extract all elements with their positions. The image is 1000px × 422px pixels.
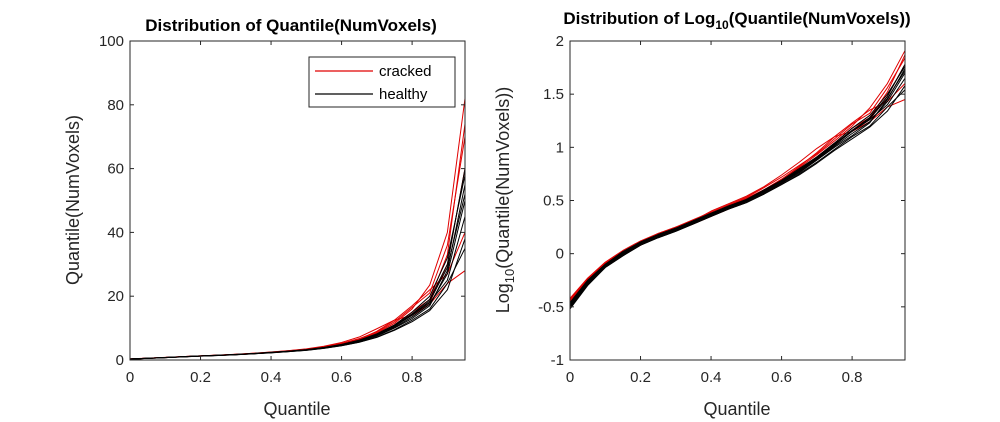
x-tick-label: 0.6 [771, 369, 792, 386]
x-axis-label: Quantile [263, 399, 330, 419]
series-line-cracked-5 [129, 136, 466, 360]
y-tick-label: 80 [107, 97, 124, 114]
x-axis-label: Quantile [703, 399, 770, 419]
series-line-healthy-13 [569, 70, 906, 306]
series-line-cracked-4 [569, 64, 906, 307]
series-line-healthy-9 [569, 64, 906, 304]
x-axis: 0 0.2 0.4 0.6 0.8 [566, 41, 863, 386]
series-line-cracked-2 [569, 83, 906, 302]
series-line-healthy-11 [569, 66, 906, 303]
chart-left: Distribution of Quantile(NumVoxels) 0 0.2… [63, 16, 466, 419]
chart-title: Distribution of Log10(Quantile(NumVoxels… [563, 9, 910, 32]
y-tick-label: -1 [551, 352, 564, 369]
y-tick-label: 20 [107, 288, 124, 305]
series-line-healthy-13 [129, 194, 466, 360]
x-tick-label: 0.8 [402, 369, 423, 386]
legend-label-healthy: healthy [379, 86, 428, 103]
legend-label-cracked: cracked [379, 63, 432, 80]
legend-box [308, 56, 456, 108]
series-group [129, 98, 466, 360]
y-tick-label: 2 [556, 33, 564, 50]
title-part-pre: Distribution of Log [563, 9, 715, 28]
series-group [569, 50, 906, 310]
x-tick-label: 0.2 [190, 369, 211, 386]
x-tick-label: 0.4 [701, 369, 722, 386]
y-tick-label: 100 [99, 33, 124, 50]
y-axis: -1 -0.5 0 0.5 1 1.5 2 [538, 33, 905, 369]
y-axis-label: Log10(Quantile(NumVoxels)) [493, 87, 517, 314]
x-tick-label: 0 [126, 369, 134, 386]
series-line-healthy-12 [129, 238, 466, 360]
series-line-healthy-6 [129, 184, 466, 360]
x-tick-label: 0 [566, 369, 574, 386]
series-line-cracked-1 [569, 54, 906, 303]
y-tick-label: 40 [107, 224, 124, 241]
series-line-cracked-5 [569, 57, 906, 299]
plot-box [129, 40, 466, 361]
x-tick-label: 0.8 [842, 369, 863, 386]
series-line-healthy-10 [569, 72, 906, 307]
legend: cracked healthy [308, 56, 456, 108]
x-tick-label: 0.2 [630, 369, 651, 386]
series-line-cracked-1 [129, 123, 466, 360]
series-line-healthy-7 [129, 216, 466, 360]
title-part-sub: 10 [715, 18, 729, 32]
series-line-cracked-4 [129, 168, 466, 360]
series-line-healthy-6 [569, 68, 906, 308]
series-line-cracked-0 [569, 50, 906, 300]
ylabel-part-pre: Log [493, 283, 513, 313]
y-axis: 0 20 40 60 80 100 [99, 33, 465, 369]
y-tick-label: 1 [556, 139, 564, 156]
x-tick-label: 0.4 [261, 369, 282, 386]
title-part-post: (Quantile(NumVoxels)) [729, 9, 911, 28]
y-tick-label: -0.5 [538, 299, 564, 316]
series-line-healthy-11 [129, 174, 466, 360]
series-line-healthy-9 [129, 168, 466, 360]
x-axis: 0 0.2 0.4 0.6 0.8 [126, 41, 423, 386]
series-line-cracked-2 [129, 232, 466, 360]
y-tick-label: 0 [116, 352, 124, 369]
series-line-healthy-12 [569, 85, 906, 310]
y-tick-label: 0.5 [543, 193, 564, 210]
ylabel-part-post: (Quantile(NumVoxels)) [493, 87, 513, 269]
y-tick-label: 1.5 [543, 86, 564, 103]
series-line-healthy-7 [569, 77, 906, 306]
y-tick-label: 0 [556, 246, 564, 263]
chart-title: Distribution of Quantile(NumVoxels) [145, 16, 437, 35]
ylabel-part-sub: 10 [502, 269, 517, 283]
series-line-healthy-10 [129, 200, 466, 360]
x-tick-label: 0.6 [331, 369, 352, 386]
y-tick-label: 60 [107, 161, 124, 178]
chart-right: Distribution of Log10(Quantile(NumVoxels… [493, 9, 911, 419]
y-axis-label: Quantile(NumVoxels) [63, 115, 83, 285]
